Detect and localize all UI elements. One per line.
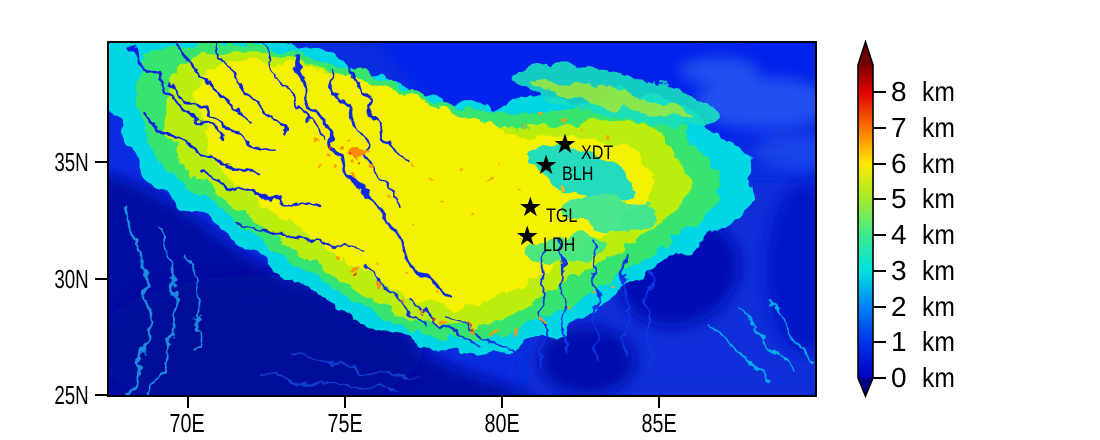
station-label-ldh: LDH <box>543 234 581 257</box>
colorbar-unit: km <box>922 362 955 393</box>
colorbar-tick-label: 7 km <box>891 112 959 144</box>
colorbar-ramp <box>857 39 874 399</box>
colorbar-unit: km <box>922 76 955 107</box>
y-axis-tick <box>95 394 108 396</box>
northeast-light-patches <box>679 57 815 171</box>
x-axis-tick <box>658 397 661 408</box>
colorbar-tick-value: 8 <box>891 76 907 107</box>
colorbar-tick-label: 2 km <box>891 291 959 323</box>
x-axis-tick <box>501 397 504 408</box>
station-label-text: BLH <box>562 163 594 185</box>
colorbar-over-arrow <box>858 42 873 65</box>
colorbar-gradient <box>858 65 873 378</box>
colorbar-tick <box>873 162 886 165</box>
colorbar-unit: km <box>922 254 955 286</box>
northwest-river-valleys <box>132 43 406 249</box>
southeast-river-valleys <box>539 236 652 370</box>
x-axis-tick-text: 80E <box>484 408 520 438</box>
colorbar-unit: km <box>922 111 955 143</box>
colorbar-tick-label: 6 km <box>891 148 959 180</box>
colorbar-unit: km <box>922 290 955 322</box>
x-axis-tick-label: 75E <box>305 408 385 438</box>
colorbar-tick-label: 3 km <box>891 255 959 287</box>
y-axis-tick <box>95 277 108 280</box>
south-rim-valleys <box>362 266 520 353</box>
station-label-xdt: XDT <box>581 142 619 165</box>
y-axis-tick-text: 30N <box>54 263 89 294</box>
x-axis-tick-text: 70E <box>170 408 206 438</box>
colorbar-tick-value: 0 <box>891 362 907 393</box>
y-axis-tick-label: 35N <box>14 147 89 178</box>
colorbar-tick <box>873 269 886 272</box>
southeast-cyan-ridges <box>708 297 812 379</box>
x-axis-tick-label: 70E <box>148 408 228 438</box>
colorbar-unit: km <box>922 219 955 250</box>
colorbar-tick <box>873 305 886 308</box>
station-label-blh: BLH <box>562 163 599 186</box>
colorbar-tick <box>873 377 886 379</box>
colorbar-tick <box>873 91 886 93</box>
x-axis-tick <box>343 397 346 408</box>
y-axis-tick <box>95 161 108 164</box>
station-marker-xdt-star-icon: ★ <box>552 128 578 160</box>
colorbar-unit: km <box>922 183 955 215</box>
y-axis-tick-label: 25N <box>14 380 89 410</box>
colorbar-tick-value: 3 <box>891 254 907 286</box>
colorbar-tick-value: 2 <box>891 290 907 322</box>
colorbar-tick-value: 6 <box>891 147 907 179</box>
station-label-text: XDT <box>580 142 614 164</box>
colorbar-tick-value: 5 <box>891 183 907 215</box>
y-axis-tick-text: 25N <box>54 380 89 410</box>
colorbar-tick <box>873 341 886 344</box>
station-marker-tgl-star-icon: ★ <box>518 191 543 223</box>
colorbar-tick-label: 8 km <box>891 76 959 108</box>
y-axis-tick-text: 35N <box>54 147 89 178</box>
station-label-text: TGL <box>546 205 578 227</box>
colorbar-tick <box>873 198 886 201</box>
colorbar-tick-label: 5 km <box>891 183 959 215</box>
major-diagonal-valley <box>289 53 453 297</box>
high-peak-speckles <box>312 111 616 336</box>
colorbar-unit: km <box>922 326 955 358</box>
map-panel: ★ XDT ★ BLH ★ TGL ★ LDH <box>107 41 817 397</box>
western-ridge-streaks <box>119 209 201 395</box>
colorbar-tick <box>873 126 886 129</box>
colorbar-unit: km <box>922 147 955 179</box>
colorbar-tick-label: 4 km <box>891 219 959 251</box>
colorbar-tick-value: 7 <box>891 111 907 143</box>
northeast-ridge-arm <box>511 64 717 126</box>
plains-wisps <box>258 352 420 392</box>
x-axis-tick-label: 85E <box>619 408 699 438</box>
colorbar-tick-value: 1 <box>891 326 907 358</box>
x-axis-tick-label: 80E <box>462 408 542 438</box>
x-axis-tick <box>186 397 189 408</box>
station-marker-ldh-star-icon: ★ <box>515 220 540 252</box>
colorbar-tick-value: 4 <box>891 219 907 250</box>
x-axis-tick-text: 75E <box>327 408 363 438</box>
station-label-text: LDH <box>543 234 576 256</box>
x-axis-tick-text: 85E <box>641 408 677 438</box>
plateau-cyan-tongues <box>525 146 657 263</box>
colorbar-tick <box>873 234 886 236</box>
colorbar-outline <box>857 39 874 399</box>
y-axis-tick-label: 30N <box>14 263 89 294</box>
colorbar-tick-label: 1 km <box>891 326 959 358</box>
colorbar-tick-label: 0 km <box>891 362 959 394</box>
colorbar-under-arrow <box>858 378 873 396</box>
colorbar: 8 km 7 km 6 km 5 km 4 km 3 km 2 km 1 km 0 km <box>845 36 1095 416</box>
station-label-tgl: TGL <box>546 205 583 228</box>
terrain-raster <box>109 43 815 395</box>
station-marker-blh-star-icon: ★ <box>534 149 559 181</box>
